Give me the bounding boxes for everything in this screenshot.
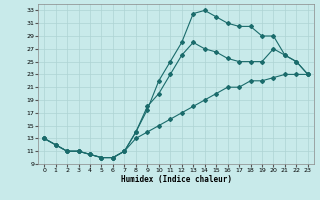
X-axis label: Humidex (Indice chaleur): Humidex (Indice chaleur) [121,175,231,184]
